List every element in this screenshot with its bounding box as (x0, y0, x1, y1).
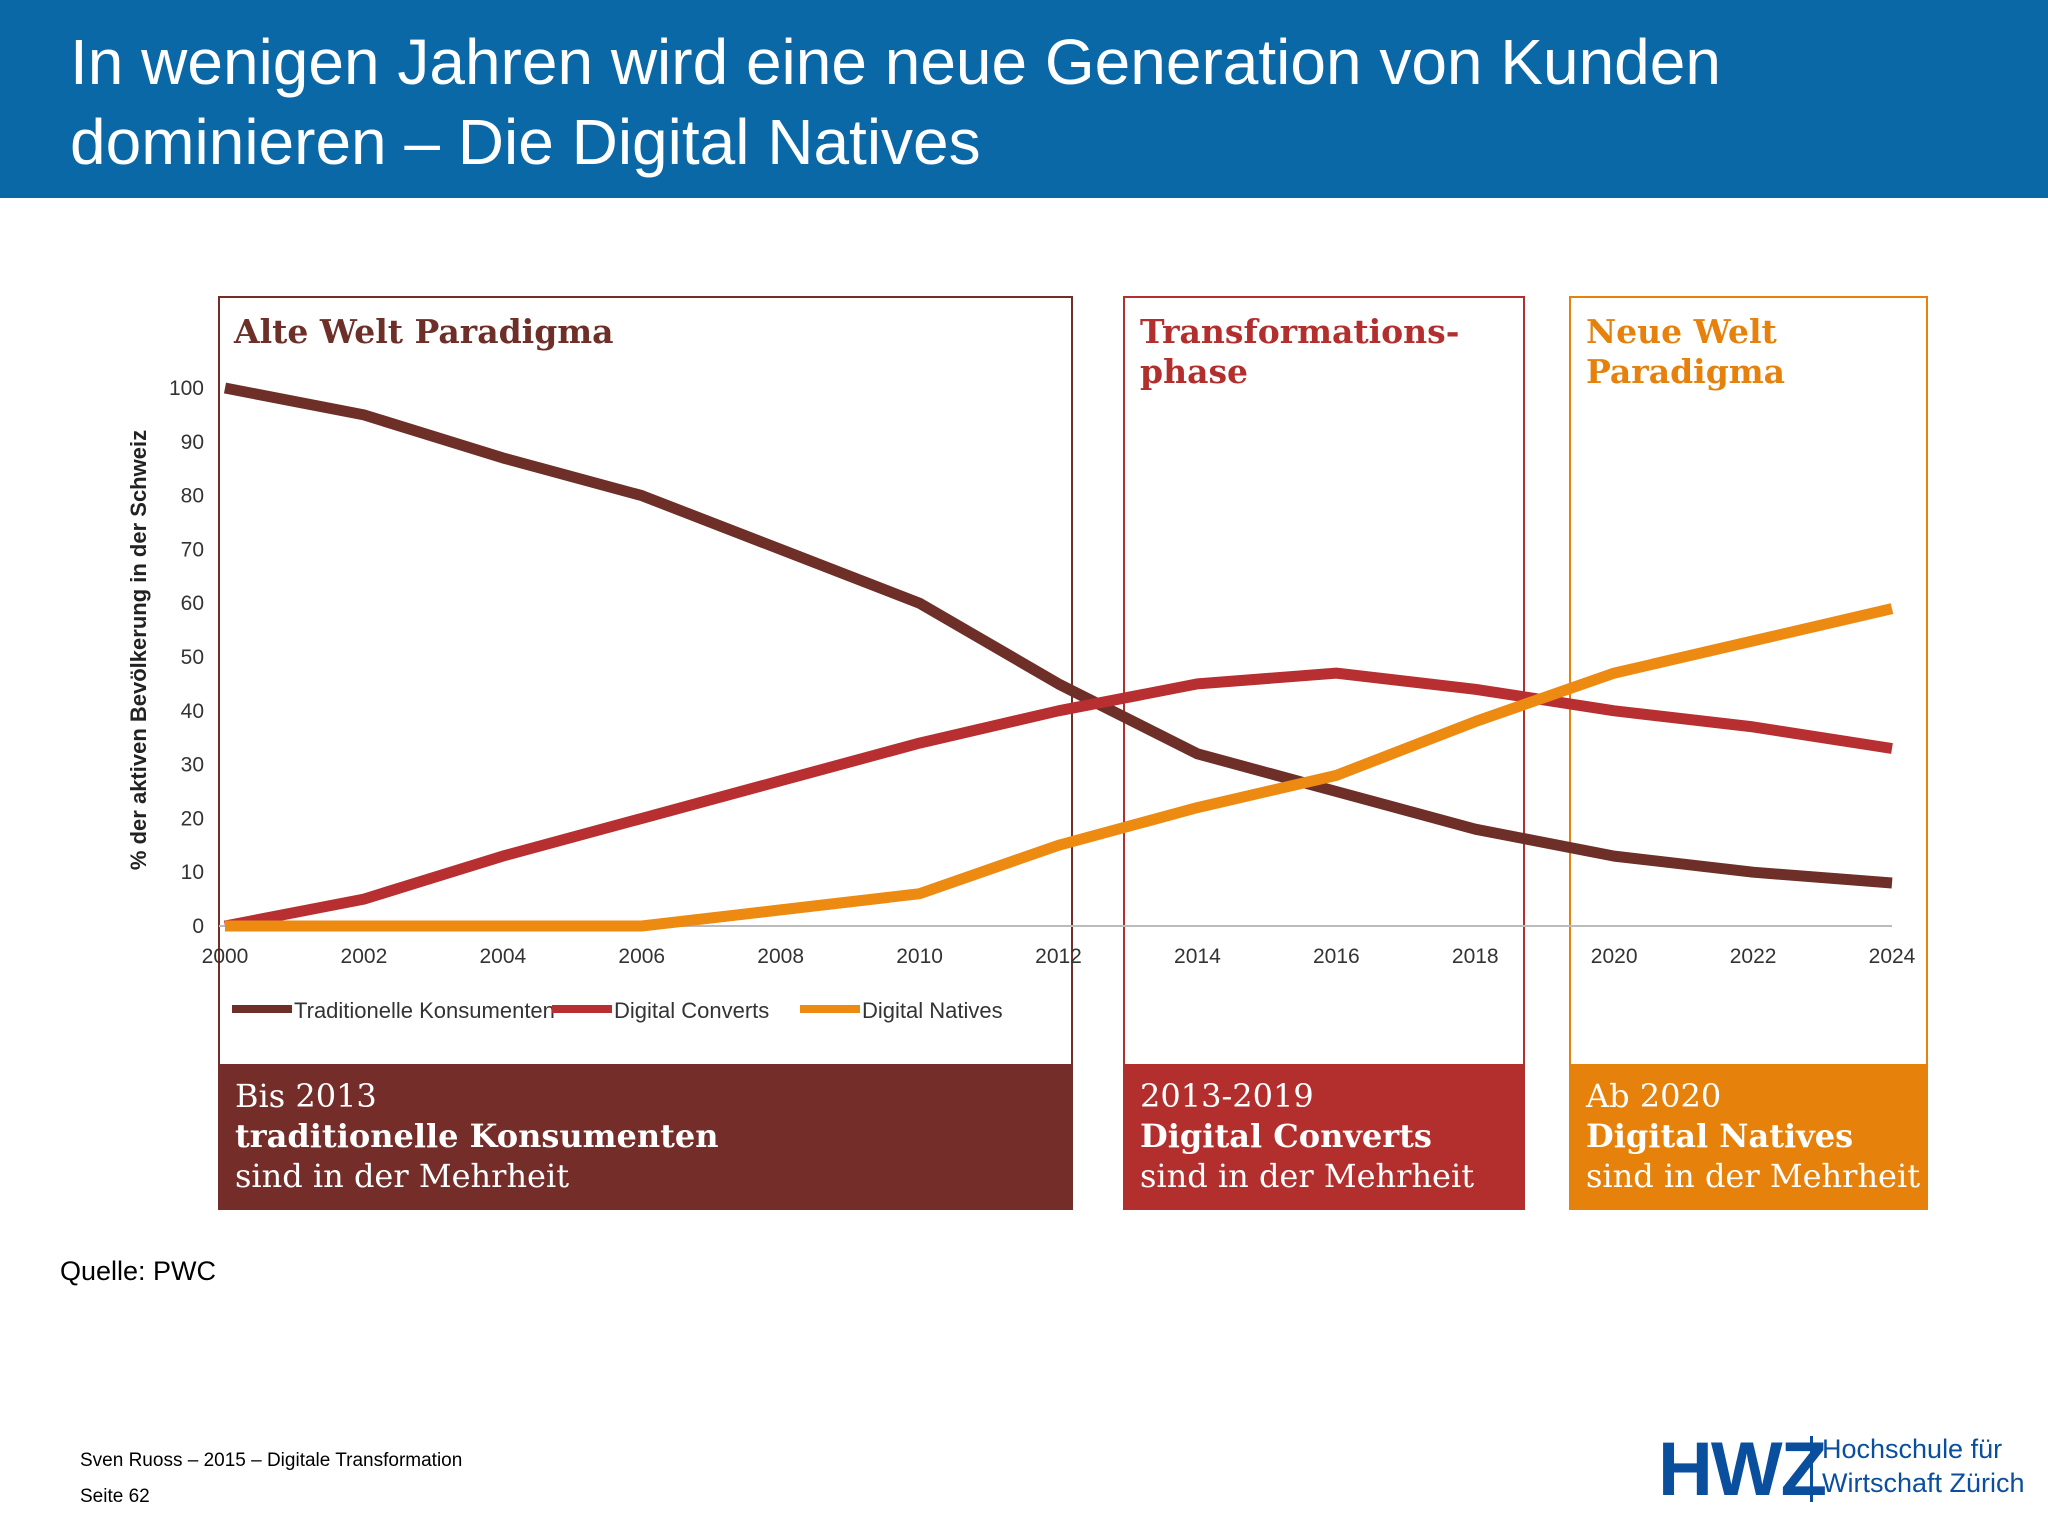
banner-text-alte-welt: Bis 2013 traditionelle Konsumenten sind … (235, 1077, 729, 1195)
chart-legend: Traditionelle Konsumenten Digital Convert… (232, 998, 1003, 1023)
x-tick-2018: 2018 (1452, 945, 1499, 968)
y-tick-20: 20 (181, 807, 204, 830)
logo-mark: HWZ (1658, 1427, 1827, 1512)
x-tick-labels: 2000 2002 2004 2006 2008 2010 2012 2014 2016 2018… (202, 945, 1916, 968)
x-tick-2004: 2004 (479, 945, 526, 968)
x-tick-2006: 2006 (618, 945, 665, 968)
legend-label-digital-natives: Digital Natives (862, 998, 1003, 1023)
logo-line-1: Hochschule für (1822, 1434, 2003, 1464)
footer-page: Seite 62 (80, 1486, 150, 1507)
x-tick-2010: 2010 (896, 945, 943, 968)
y-tick-80: 80 (181, 485, 204, 508)
y-tick-50: 50 (181, 646, 204, 669)
x-tick-2016: 2016 (1313, 945, 1360, 968)
y-tick-100: 100 (169, 377, 204, 400)
panel-heading-alte-welt: Alte Welt Paradigma (233, 312, 614, 351)
banner-alte-welt (219, 1064, 1072, 1209)
series-line-digital-converts (223, 667, 1893, 932)
y-tick-10: 10 (181, 861, 204, 884)
banner-text-transformation: 2013-2019 Digital Converts sind in der M… (1140, 1077, 1474, 1195)
banner-transformation (1124, 1064, 1524, 1209)
footer-author: Sven Ruoss – 2015 – Digitale Transformat… (80, 1450, 463, 1471)
x-tick-2022: 2022 (1730, 945, 1777, 968)
title-bar: In wenigen Jahren wird eine neue Generat… (0, 0, 2048, 198)
x-tick-2012: 2012 (1035, 945, 1082, 968)
x-tick-2008: 2008 (757, 945, 804, 968)
x-tick-2014: 2014 (1174, 945, 1221, 968)
y-tick-90: 90 (181, 431, 204, 454)
logo-line-2: Wirtschaft Zürich (1822, 1468, 2025, 1498)
x-tick-2000: 2000 (202, 945, 249, 968)
y-tick-40: 40 (181, 700, 204, 723)
hwz-logo: HWZ Hochschule für Wirtschaft Zürich (1658, 1427, 2025, 1512)
series-line-traditionelle-konsumenten (223, 382, 1893, 889)
panel-heading-neue-welt: Neue Welt Paradigma (1586, 312, 1788, 391)
y-tick-70: 70 (181, 538, 204, 561)
panel-heading-transformation: Transformations- phase (1140, 312, 1471, 391)
series-line-digital-natives (225, 603, 1894, 932)
legend-label-digital-converts: Digital Converts (614, 998, 769, 1023)
logo-text: Hochschule für Wirtschaft Zürich (1822, 1432, 2025, 1500)
source-note: Quelle: PWC (60, 1256, 217, 1286)
slide-title: In wenigen Jahren wird eine neue Generat… (70, 26, 1721, 178)
x-tick-2024: 2024 (1869, 945, 1916, 968)
x-tick-2020: 2020 (1591, 945, 1638, 968)
legend-label-traditionelle-konsumenten: Traditionelle Konsumenten (294, 998, 555, 1023)
chart-lines (223, 382, 1894, 932)
y-tick-60: 60 (181, 592, 204, 615)
y-tick-30: 30 (181, 754, 204, 777)
x-tick-2002: 2002 (341, 945, 388, 968)
banner-text-neue-welt: Ab 2020 Digital Natives sind in der Mehr… (1585, 1077, 1920, 1195)
y-tick-0: 0 (192, 915, 204, 938)
y-axis-label: % der aktiven Bevölkerung in der Schweiz (126, 430, 151, 870)
banner-neue-welt (1570, 1064, 1927, 1209)
y-tick-labels: 0 10 20 30 40 50 60 70 80 90 100 (169, 377, 204, 938)
logo-separator (1810, 1436, 1813, 1502)
